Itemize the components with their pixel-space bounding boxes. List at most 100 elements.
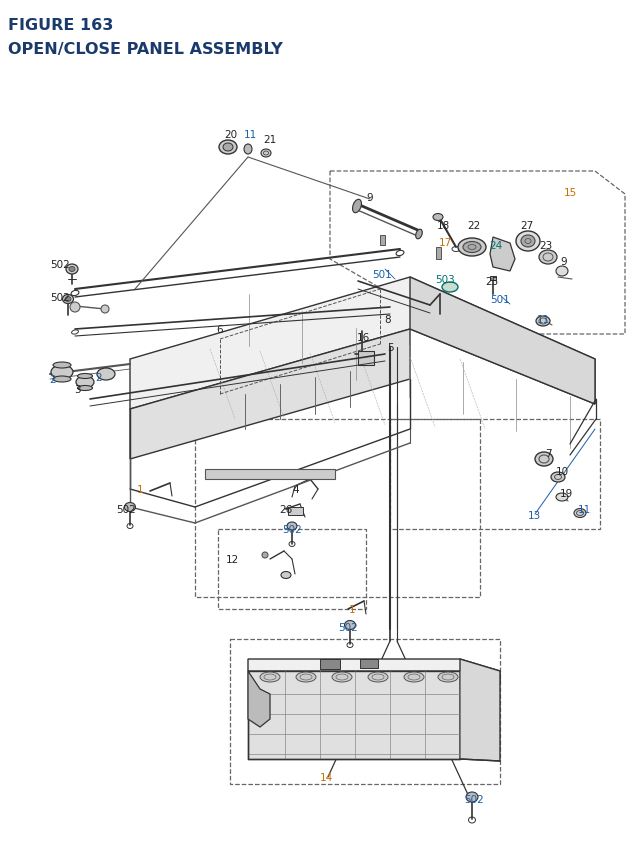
- Bar: [205, 469, 335, 480]
- Text: 502: 502: [50, 260, 70, 269]
- Text: 7: 7: [545, 449, 551, 458]
- Ellipse shape: [69, 267, 75, 272]
- Text: 2: 2: [50, 375, 56, 385]
- Polygon shape: [410, 278, 595, 405]
- Polygon shape: [490, 238, 515, 272]
- Ellipse shape: [551, 473, 565, 482]
- Ellipse shape: [53, 376, 71, 382]
- Text: 11: 11: [243, 130, 257, 139]
- Text: 8: 8: [385, 314, 391, 325]
- Ellipse shape: [539, 251, 557, 264]
- Text: 1: 1: [137, 485, 143, 494]
- Ellipse shape: [466, 792, 478, 802]
- Text: 9: 9: [367, 193, 373, 202]
- Ellipse shape: [535, 453, 553, 467]
- Text: 502: 502: [116, 505, 136, 514]
- Ellipse shape: [458, 238, 486, 257]
- Bar: [390, 419, 600, 530]
- Polygon shape: [248, 672, 460, 759]
- Ellipse shape: [260, 672, 280, 682]
- Ellipse shape: [433, 214, 443, 221]
- Ellipse shape: [97, 369, 115, 381]
- Polygon shape: [248, 660, 500, 684]
- Text: 5: 5: [387, 343, 394, 353]
- Text: 11: 11: [577, 505, 591, 514]
- Text: 24: 24: [490, 241, 502, 251]
- Text: 26: 26: [280, 505, 292, 514]
- Text: 14: 14: [319, 772, 333, 782]
- Text: FIGURE 163: FIGURE 163: [8, 18, 113, 33]
- Ellipse shape: [77, 386, 93, 391]
- Text: 17: 17: [438, 238, 452, 248]
- Ellipse shape: [556, 267, 568, 276]
- Text: 501: 501: [490, 294, 510, 305]
- Bar: [380, 236, 385, 245]
- Text: 27: 27: [520, 220, 534, 231]
- Ellipse shape: [244, 145, 252, 155]
- Text: 4: 4: [292, 485, 300, 494]
- Bar: [358, 351, 374, 366]
- Text: 13: 13: [527, 511, 541, 520]
- Bar: [490, 276, 496, 281]
- Text: 502: 502: [282, 524, 302, 535]
- Text: 501: 501: [372, 269, 392, 280]
- Text: 22: 22: [467, 220, 481, 231]
- Ellipse shape: [63, 295, 74, 304]
- Text: 19: 19: [559, 488, 573, 499]
- Bar: [320, 660, 340, 669]
- Ellipse shape: [287, 523, 297, 530]
- Bar: [288, 507, 303, 516]
- Bar: [360, 660, 378, 668]
- Circle shape: [262, 553, 268, 558]
- Ellipse shape: [53, 362, 71, 369]
- Text: 20: 20: [225, 130, 237, 139]
- Ellipse shape: [536, 317, 550, 326]
- Polygon shape: [130, 330, 410, 460]
- Polygon shape: [130, 278, 595, 410]
- Text: OPEN/CLOSE PANEL ASSEMBLY: OPEN/CLOSE PANEL ASSEMBLY: [8, 42, 283, 57]
- Text: 15: 15: [563, 188, 577, 198]
- Text: 11: 11: [536, 314, 550, 325]
- Ellipse shape: [223, 144, 233, 152]
- Ellipse shape: [416, 230, 422, 239]
- Ellipse shape: [344, 621, 355, 629]
- Ellipse shape: [77, 374, 93, 379]
- Ellipse shape: [66, 264, 78, 275]
- Ellipse shape: [556, 493, 568, 501]
- Ellipse shape: [521, 236, 535, 248]
- Text: 16: 16: [356, 332, 370, 343]
- Ellipse shape: [332, 672, 352, 682]
- Text: 9: 9: [561, 257, 567, 267]
- Ellipse shape: [463, 242, 481, 253]
- Polygon shape: [460, 660, 500, 761]
- Text: 25: 25: [485, 276, 499, 287]
- Circle shape: [70, 303, 80, 313]
- Polygon shape: [248, 672, 270, 728]
- Bar: [195, 419, 480, 598]
- Ellipse shape: [516, 232, 540, 251]
- Text: 1: 1: [349, 604, 355, 614]
- Ellipse shape: [65, 297, 71, 302]
- Ellipse shape: [296, 672, 316, 682]
- Ellipse shape: [76, 376, 94, 388]
- Text: 6: 6: [217, 325, 223, 335]
- Ellipse shape: [442, 282, 458, 293]
- Bar: [218, 530, 366, 610]
- Text: 502: 502: [464, 794, 484, 804]
- Text: 23: 23: [540, 241, 552, 251]
- Ellipse shape: [281, 572, 291, 579]
- Ellipse shape: [353, 200, 362, 214]
- Ellipse shape: [125, 503, 136, 512]
- Ellipse shape: [219, 141, 237, 155]
- Ellipse shape: [261, 150, 271, 158]
- Text: 502: 502: [338, 623, 358, 632]
- Circle shape: [101, 306, 109, 313]
- Ellipse shape: [404, 672, 424, 682]
- Ellipse shape: [574, 509, 586, 518]
- Text: 21: 21: [264, 135, 276, 145]
- Bar: [230, 639, 500, 784]
- Text: 10: 10: [556, 467, 568, 476]
- Text: 503: 503: [435, 275, 455, 285]
- Text: 3: 3: [74, 385, 80, 394]
- Text: 2: 2: [96, 373, 102, 382]
